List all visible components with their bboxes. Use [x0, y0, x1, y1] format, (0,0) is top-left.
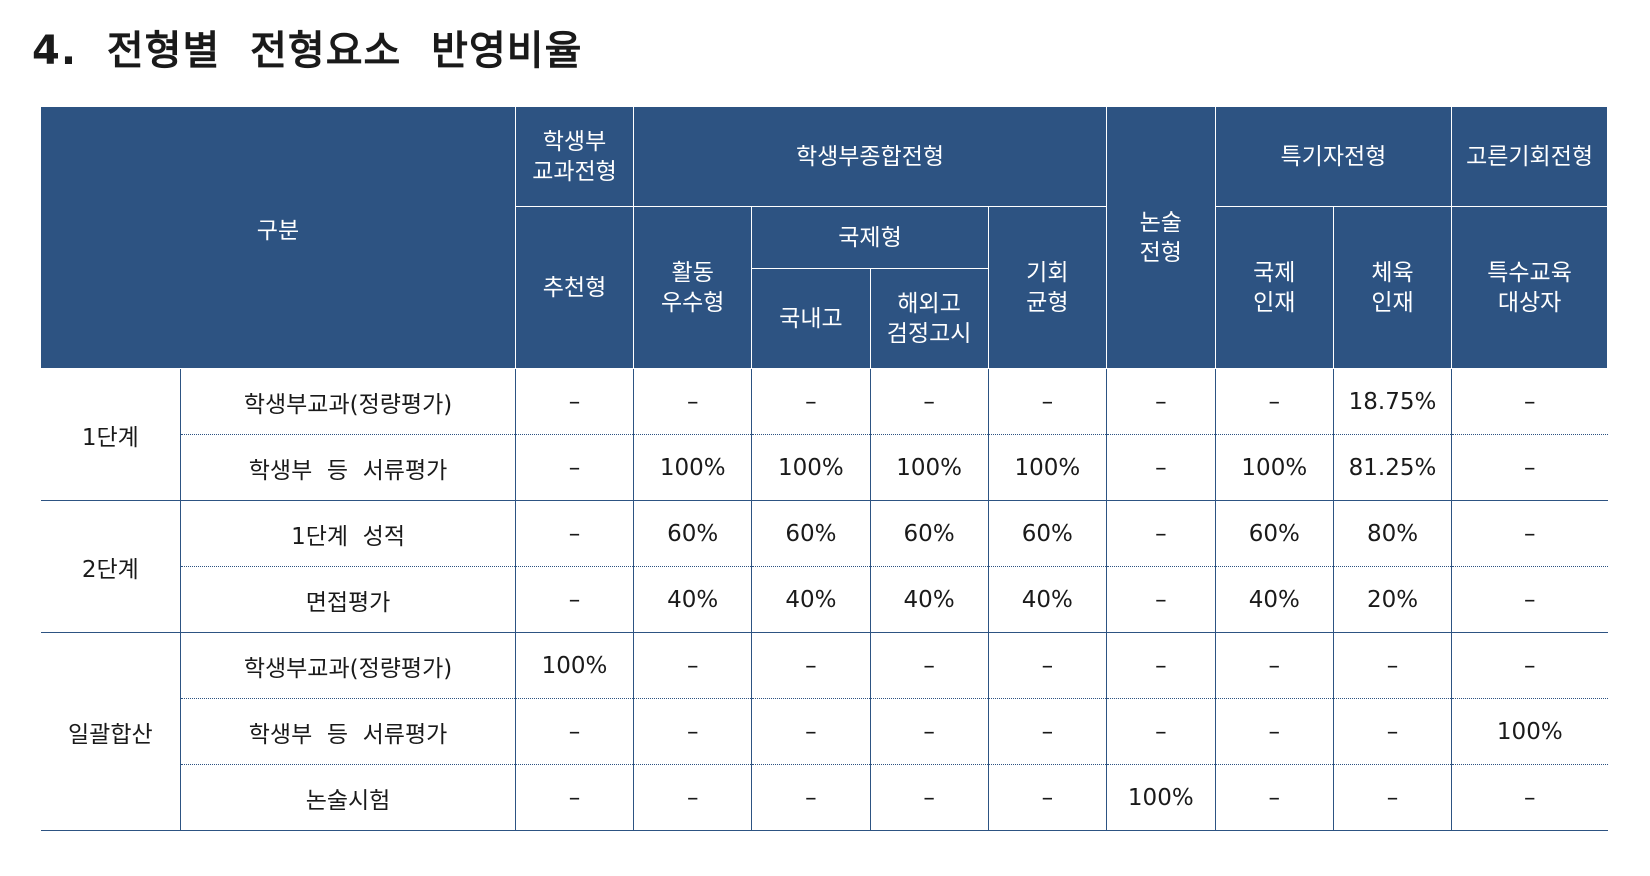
ratio-cell: 40% [633, 566, 753, 633]
ratio-cell: 100% [751, 434, 871, 501]
stage-label: 2단계 [40, 500, 182, 633]
header-sub-gukje: 국제형 [751, 206, 989, 269]
table-row: 일괄합산 학생부교과(정량평가) 100% – – – – – – – – [40, 632, 1608, 831]
ratio-cell: 40% [869, 566, 989, 633]
ratio-cell: – [1451, 566, 1608, 633]
stage-label: 일괄합산 [40, 632, 182, 831]
ratio-cell: – [869, 632, 989, 699]
element-label: 면접평가 [180, 566, 516, 633]
ratio-cell: – [1105, 698, 1216, 765]
ratio-cell: 81.25% [1332, 434, 1453, 501]
table-row: 학생부 등 서류평가 –100% 100% 100% 100% –100% 81.25% – [41, 434, 1608, 501]
header-group-nonsul: 논술 전형 [1105, 106, 1216, 369]
ratio-cell: – [1105, 500, 1216, 567]
ratio-cell: 100% [869, 434, 989, 501]
ratio-table: 구분 학생부 교과전형 학생부종합전형 논술 전형 특기자전형 고른기회전형 추… [40, 106, 1608, 831]
element-label: 학생부 등 서류평가 [180, 698, 516, 765]
ratio-cell: – [869, 764, 989, 831]
ratio-cell: – [514, 764, 635, 831]
ratio-cell: – [1451, 368, 1608, 435]
header-group-goreun: 고른기회전형 [1451, 106, 1608, 207]
header-sub-cheyuk-injae: 체육 인재 [1332, 206, 1453, 369]
ratio-cell: – [751, 632, 871, 699]
ratio-cell: – [514, 698, 635, 765]
stage-label: 1단계 [40, 368, 182, 501]
element-label: 논술시험 [180, 764, 516, 831]
ratio-cell: – [1451, 500, 1608, 567]
ratio-cell: 60% [751, 500, 871, 567]
table-row: 논술시험 – – – – –100% – – – [41, 764, 1608, 831]
ratio-cell: – [1451, 764, 1608, 831]
ratio-cell: 60% [987, 500, 1107, 567]
ratio-cell: – [514, 566, 635, 633]
table-row: 2단계 1단계 성적 –60% 60% 60% 60% –60% 80% – [40, 500, 1608, 633]
page-title: 4. 전형별 전형요소 반영비율 [32, 28, 583, 74]
table-row: 학생부 등 서류평가 – – – – – – – –100% [41, 698, 1608, 765]
ratio-cell: 100% [1451, 698, 1608, 765]
ratio-cell: 60% [869, 500, 989, 567]
ratio-cell: – [1214, 368, 1334, 435]
ratio-cell: – [633, 764, 753, 831]
ratio-cell: 60% [633, 500, 753, 567]
table-header: 구분 학생부 교과전형 학생부종합전형 논술 전형 특기자전형 고른기회전형 추… [40, 106, 1608, 369]
header-sub-gukje-domestic: 국내고 [751, 268, 871, 369]
header-sub-gukje-overseas: 해외고 검정고시 [869, 268, 989, 369]
ratio-cell: – [1332, 764, 1453, 831]
ratio-cell: – [751, 698, 871, 765]
ratio-cell: 100% [633, 434, 753, 501]
header-group-teukgi: 특기자전형 [1214, 106, 1453, 207]
ratio-cell: – [1214, 698, 1334, 765]
ratio-cell: 100% [1105, 764, 1216, 831]
header-sub-chucheon: 추천형 [514, 206, 635, 369]
table-row: 면접평가 –40% 40% 40% 40% –40% 20% – [41, 566, 1608, 633]
ratio-cell: – [1214, 764, 1334, 831]
ratio-cell: 18.75% [1332, 368, 1453, 435]
header-group-jonghap: 학생부종합전형 [633, 106, 1107, 207]
ratio-cell: 40% [987, 566, 1107, 633]
header-sub-teuksu: 특수교육 대상자 [1451, 206, 1608, 369]
ratio-cell: – [1451, 632, 1608, 699]
ratio-cell: – [1451, 434, 1608, 501]
ratio-cell: 100% [1214, 434, 1334, 501]
header-sub-gukje-injae: 국제 인재 [1214, 206, 1334, 369]
ratio-cell: – [987, 764, 1107, 831]
ratio-cell: – [1332, 632, 1453, 699]
ratio-cell: – [1105, 434, 1216, 501]
ratio-cell: – [987, 368, 1107, 435]
ratio-cell: – [633, 632, 753, 699]
ratio-cell: 40% [751, 566, 871, 633]
ratio-cell: – [633, 368, 753, 435]
ratio-cell: 20% [1332, 566, 1453, 633]
header-sub-gihoe: 기회 균형 [987, 206, 1107, 369]
ratio-cell: – [751, 764, 871, 831]
ratio-cell: – [751, 368, 871, 435]
table-body: 1단계 학생부교과(정량평가) – – – – – – –18.75% – 학생부 등 서류평가 –1… [40, 368, 1608, 831]
ratio-cell: 80% [1332, 500, 1453, 567]
element-label: 1단계 성적 [180, 500, 516, 567]
element-label: 학생부 등 서류평가 [180, 434, 516, 501]
ratio-cell: – [1105, 566, 1216, 633]
ratio-cell: – [514, 500, 635, 567]
header-group-gyogwa: 학생부 교과전형 [514, 106, 635, 207]
ratio-cell: – [1105, 632, 1216, 699]
table-row: 1단계 학생부교과(정량평가) – – – – – – –18.75% – [40, 368, 1608, 501]
header-sub-hwaldong: 활동 우수형 [633, 206, 753, 369]
ratio-cell: – [869, 698, 989, 765]
ratio-cell: – [514, 434, 635, 501]
header-gubun: 구분 [40, 106, 516, 369]
ratio-cell: 60% [1214, 500, 1334, 567]
ratio-cell: – [869, 368, 989, 435]
ratio-cell: – [987, 632, 1107, 699]
element-label: 학생부교과(정량평가) [180, 368, 516, 435]
ratio-cell: – [987, 698, 1107, 765]
ratio-cell: 100% [987, 434, 1107, 501]
ratio-cell: – [1214, 632, 1334, 699]
ratio-cell: – [514, 368, 635, 435]
ratio-cell: – [1332, 698, 1453, 765]
ratio-cell: – [1105, 368, 1216, 435]
ratio-cell: 100% [514, 632, 635, 699]
ratio-cell: 40% [1214, 566, 1334, 633]
ratio-cell: – [633, 698, 753, 765]
element-label: 학생부교과(정량평가) [180, 632, 516, 699]
